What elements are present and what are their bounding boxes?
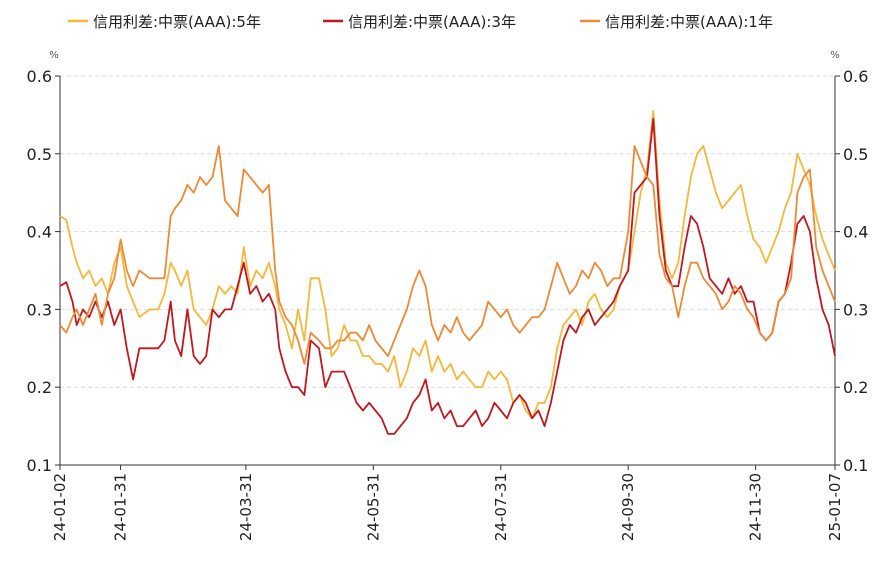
x-tick-label: 24-01-31 [112, 473, 130, 541]
series-line-1 [59, 110, 836, 420]
y-tick-label-right: 0.6 [843, 67, 868, 86]
x-tick-label: 25-01-07 [826, 473, 844, 541]
legend-label-3: 信用利差:中票(AAA):1年 [605, 13, 773, 31]
x-tick-label: 24-07-31 [492, 473, 510, 541]
axes [59, 76, 836, 466]
gridlines [60, 75, 835, 388]
y-tick-label-left: 0.3 [27, 300, 52, 319]
right-unit-label: % [830, 50, 840, 61]
x-axis: 24-01-02 24-01-31 24-03-31 24-05-31 24-07-31… [51, 465, 844, 541]
legend-label-1: 信用利差:中票(AAA):5年 [93, 13, 261, 31]
y-axis-right: 0.1 0.2 0.3 0.4 0.5 0.6 [835, 67, 868, 475]
y-tick-label-right: 0.2 [843, 378, 868, 397]
y-tick-label-left: 0.4 [27, 223, 52, 242]
x-tick-label: 24-11-30 [747, 473, 765, 541]
series-line-2 [59, 117, 836, 435]
y-tick-label-left: 0.1 [27, 456, 52, 475]
series-line-3 [59, 145, 836, 365]
legend-label-2: 信用利差:中票(AAA):3年 [348, 13, 516, 31]
left-unit-label: % [49, 50, 59, 61]
y-tick-label-right: 0.5 [843, 145, 868, 164]
y-tick-label-right: 0.1 [843, 456, 868, 475]
x-tick-label: 24-05-31 [364, 473, 382, 541]
x-tick-label: 24-03-31 [237, 473, 255, 541]
y-axis-left: 0.1 0.2 0.3 0.4 0.5 0.6 [27, 67, 60, 475]
x-tick-label: 24-09-30 [619, 473, 637, 541]
y-tick-label-left: 0.6 [27, 67, 52, 86]
legend: 信用利差:中票(AAA):5年 信用利差:中票(AAA):3年 信用利差:中票(AA… [68, 13, 773, 31]
y-tick-label-right: 0.3 [843, 300, 868, 319]
x-tick-label: 24-01-02 [51, 473, 69, 541]
y-tick-label-left: 0.5 [27, 145, 52, 164]
y-tick-label-left: 0.2 [27, 378, 52, 397]
series-lines [59, 110, 836, 435]
y-tick-label-right: 0.4 [843, 223, 868, 242]
